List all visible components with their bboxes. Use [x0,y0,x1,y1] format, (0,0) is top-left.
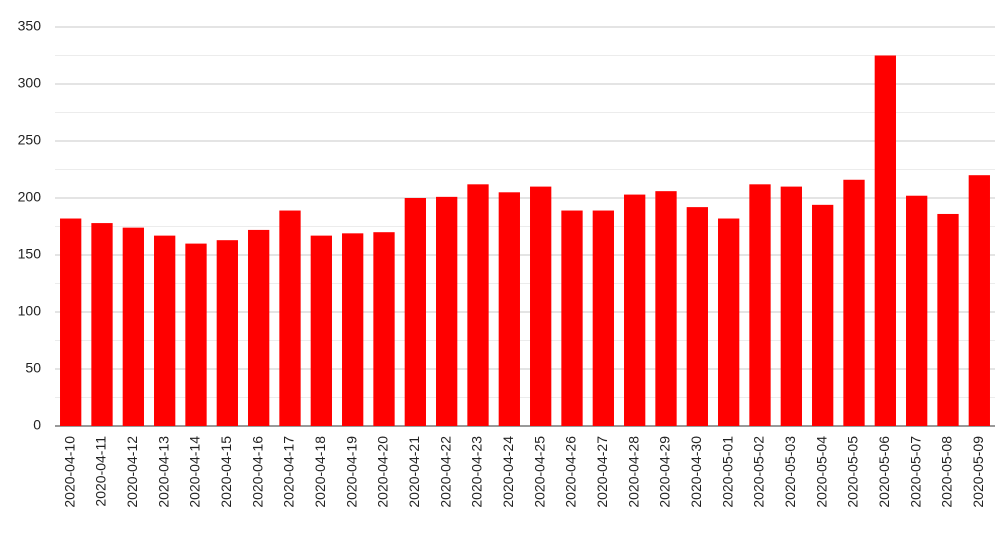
y-tick-label: 50 [25,360,41,376]
bar [812,204,834,426]
bar [91,223,113,426]
bar [436,196,458,426]
x-tick-label: 2020-04-14 [187,436,203,508]
x-tick-label: 2020-05-09 [970,436,986,508]
x-tick-label: 2020-04-29 [657,436,673,508]
x-tick-label: 2020-04-10 [61,436,77,508]
bar [655,191,677,426]
bar [60,218,82,426]
x-tick-label: 2020-05-08 [939,436,955,508]
bar [498,192,520,426]
bar [561,210,583,426]
bar [592,210,614,426]
bar [718,218,740,426]
x-tick-label: 2020-05-06 [876,436,892,508]
y-tick-label: 250 [18,132,42,148]
x-tick-label: 2020-04-27 [594,436,610,508]
bar [185,243,207,426]
bar [780,186,802,426]
bar [843,179,865,426]
x-tick-label: 2020-05-04 [813,436,829,508]
x-tick-label: 2020-04-20 [375,436,391,508]
x-tick-label: 2020-04-26 [563,436,579,508]
bar [906,195,928,426]
x-tick-label: 2020-04-17 [281,436,297,508]
bar [248,229,270,426]
x-tick-label: 2020-04-22 [437,436,453,508]
x-tick-label: 2020-05-01 [719,436,735,508]
bar [122,227,144,426]
x-tick-label: 2020-04-18 [312,436,328,508]
x-tick-label: 2020-04-11 [93,436,109,507]
x-tick-label: 2020-04-13 [155,436,171,508]
bar [154,235,176,426]
bar [937,213,959,426]
x-tick-label: 2020-04-28 [625,436,641,508]
bar [373,232,395,426]
x-tick-label: 2020-05-07 [907,436,923,508]
bar [686,207,708,426]
x-tick-label: 2020-04-19 [343,436,359,508]
bar [624,194,646,426]
bar [749,184,771,426]
x-tick-label: 2020-04-24 [500,436,516,508]
bar [279,210,301,426]
x-tick-label: 2020-04-30 [688,436,704,508]
y-tick-label: 200 [18,189,42,205]
x-tick-label: 2020-04-21 [406,436,422,508]
bar [216,240,238,426]
bar [968,175,990,426]
y-tick-label: 0 [33,417,41,433]
y-tick-label: 350 [18,18,42,34]
x-tick-label: 2020-05-02 [751,436,767,508]
x-tick-label: 2020-04-23 [469,436,485,508]
y-tick-label: 150 [18,246,42,262]
bar [467,184,489,426]
bar [342,233,364,426]
bar [310,235,332,426]
bar [530,186,552,426]
x-tick-label: 2020-05-03 [782,436,798,508]
x-tick-label: 2020-05-05 [845,436,861,508]
y-tick-label: 300 [18,75,42,91]
x-tick-label: 2020-04-16 [249,436,265,508]
y-tick-label: 100 [18,303,42,319]
bar [404,198,426,426]
x-tick-label: 2020-04-25 [531,436,547,508]
bar [874,55,896,426]
x-tick-label: 2020-04-15 [218,436,234,508]
x-tick-label: 2020-04-12 [124,436,140,508]
